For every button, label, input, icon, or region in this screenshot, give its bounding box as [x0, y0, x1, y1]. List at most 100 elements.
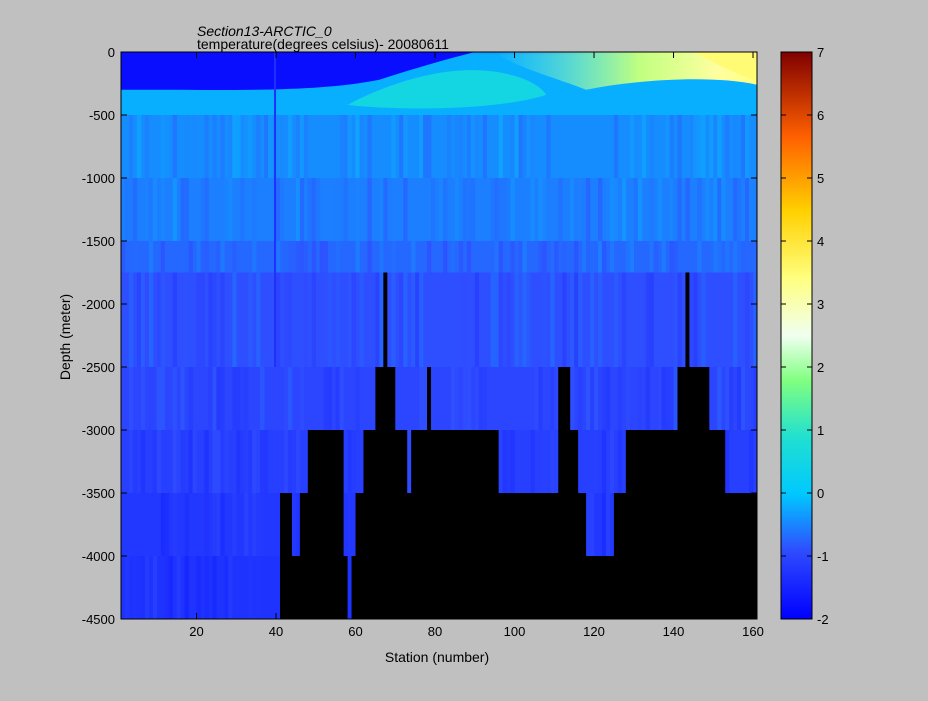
temperature-cell	[490, 178, 495, 241]
temperature-cell	[470, 178, 476, 241]
temperature-cell	[494, 272, 499, 367]
temperature-cell	[669, 178, 674, 241]
temperature-cell	[212, 430, 217, 493]
temperature-cell	[156, 272, 162, 367]
temperature-cell	[224, 430, 229, 493]
temperature-cell	[665, 367, 670, 430]
temperature-cell	[713, 115, 718, 178]
temperature-cell	[745, 367, 750, 430]
temperature-cell	[717, 115, 722, 178]
temperature-cell	[649, 272, 654, 367]
temperature-cell	[164, 115, 169, 178]
temperature-cell	[256, 556, 261, 619]
temperature-cell	[208, 367, 213, 430]
temperature-cell	[244, 493, 249, 556]
temperature-cell	[709, 115, 714, 178]
temperature-cell	[196, 556, 201, 619]
temperature-cell	[558, 178, 563, 241]
temperature-cell	[140, 272, 146, 367]
temperature-cell	[156, 430, 162, 493]
temperature-cell	[601, 430, 607, 493]
temperature-cell	[144, 178, 150, 241]
temperature-cell	[649, 115, 654, 178]
temperature-cell	[283, 367, 289, 430]
temperature-cell	[252, 430, 257, 493]
temperature-cell	[669, 115, 674, 178]
warm-surface-layer	[494, 52, 757, 90]
temperature-cell	[228, 115, 233, 178]
temperature-cell	[673, 241, 678, 273]
temperature-cell	[128, 241, 134, 273]
temperature-cell	[307, 178, 313, 241]
temperature-cell	[172, 272, 177, 367]
temperature-cell	[160, 493, 166, 556]
colorbar-tick-label: 5	[817, 171, 824, 186]
temperature-cell	[594, 367, 599, 430]
temperature-cell	[570, 367, 575, 430]
temperature-cell	[268, 493, 273, 556]
temperature-cell	[379, 178, 384, 241]
temperature-cell	[435, 367, 440, 430]
temperature-cell	[132, 556, 138, 619]
plot-frame	[120, 51, 758, 620]
temperature-cell	[204, 178, 209, 241]
temperature-cell	[466, 241, 472, 273]
temperature-cell	[375, 272, 380, 367]
temperature-cell	[132, 178, 138, 241]
temperature-cell	[641, 115, 646, 178]
temperature-cell	[379, 241, 384, 273]
temperature-cell	[248, 556, 253, 619]
temperature-cell	[216, 241, 221, 273]
temperature-cell	[180, 367, 185, 430]
temperature-cell	[613, 272, 619, 367]
temperature-cell	[355, 367, 360, 430]
temperature-cell	[423, 115, 428, 178]
temperature-cell	[387, 178, 392, 241]
temperature-cell	[749, 178, 754, 241]
temperature-cell	[216, 367, 221, 430]
temperature-cell	[725, 115, 730, 178]
temperature-cell	[737, 178, 742, 241]
temperature-cell	[347, 241, 352, 273]
temperature-cell	[200, 178, 205, 241]
temperature-cell	[697, 115, 702, 178]
colorbar-tick-label: 0	[817, 486, 824, 501]
temperature-cell	[733, 241, 738, 273]
temperature-cell	[546, 115, 551, 178]
temperature-cell	[419, 115, 424, 178]
temperature-cell	[586, 178, 591, 241]
chart-subtitle: temperature(degrees celsius)- 20080611	[197, 36, 449, 52]
temperature-cell	[522, 272, 527, 367]
colorbar-tick-label: 1	[817, 423, 824, 438]
temperature-cell	[554, 241, 559, 273]
temperature-cell	[725, 367, 730, 430]
temperature-cell	[315, 178, 321, 241]
temperature-cell	[347, 272, 352, 367]
y-tick-label: -4000	[82, 549, 115, 564]
temperature-cell	[570, 178, 575, 241]
temperature-cell	[574, 241, 579, 273]
temperature-cell	[554, 367, 559, 430]
temperature-cell	[578, 367, 583, 430]
colorbar-gradient	[780, 51, 813, 620]
temperature-cell	[359, 115, 364, 178]
temperature-cell	[180, 178, 185, 241]
temperature-cell	[220, 115, 225, 178]
temperature-cell	[522, 241, 527, 273]
temperature-cell	[454, 115, 460, 178]
temperature-cell	[192, 115, 197, 178]
temperature-cell	[737, 241, 742, 273]
temperature-cell	[454, 367, 460, 430]
temperature-cell	[276, 178, 281, 241]
temperature-cell	[264, 430, 269, 493]
temperature-cell	[204, 241, 209, 273]
temperature-cell	[248, 115, 253, 178]
temperature-cell	[586, 241, 591, 273]
temperature-cell	[148, 367, 154, 430]
temperature-cell	[733, 272, 738, 367]
x-axis-label: Station (number)	[385, 649, 489, 665]
x-tick-label: 20	[189, 624, 203, 639]
temperature-cell	[351, 430, 356, 493]
temperature-cell	[598, 430, 603, 493]
temperature-cell	[148, 178, 154, 241]
